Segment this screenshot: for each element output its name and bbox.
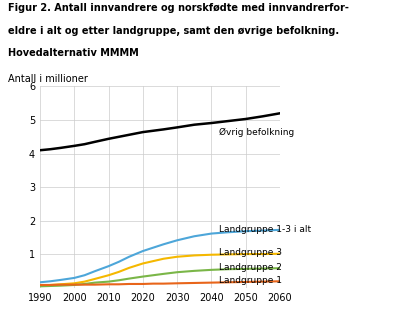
Text: Antall i millioner: Antall i millioner bbox=[8, 74, 88, 84]
Text: Landgruppe 1-3 i alt: Landgruppe 1-3 i alt bbox=[219, 225, 311, 234]
Text: Hovedalternativ MMMM: Hovedalternativ MMMM bbox=[8, 48, 139, 58]
Text: Landgruppe 3: Landgruppe 3 bbox=[219, 248, 282, 257]
Text: Øvrig befolkning: Øvrig befolkning bbox=[219, 128, 294, 137]
Text: eldre i alt og etter landgruppe, samt den øvrige befolkning.: eldre i alt og etter landgruppe, samt de… bbox=[8, 26, 339, 36]
Text: Landgruppe 2: Landgruppe 2 bbox=[219, 263, 282, 272]
Text: Landgruppe 1: Landgruppe 1 bbox=[219, 276, 282, 285]
Text: Figur 2. Antall innvandrere og norskfødte med innvandrerfor-: Figur 2. Antall innvandrere og norskfødt… bbox=[8, 3, 349, 13]
